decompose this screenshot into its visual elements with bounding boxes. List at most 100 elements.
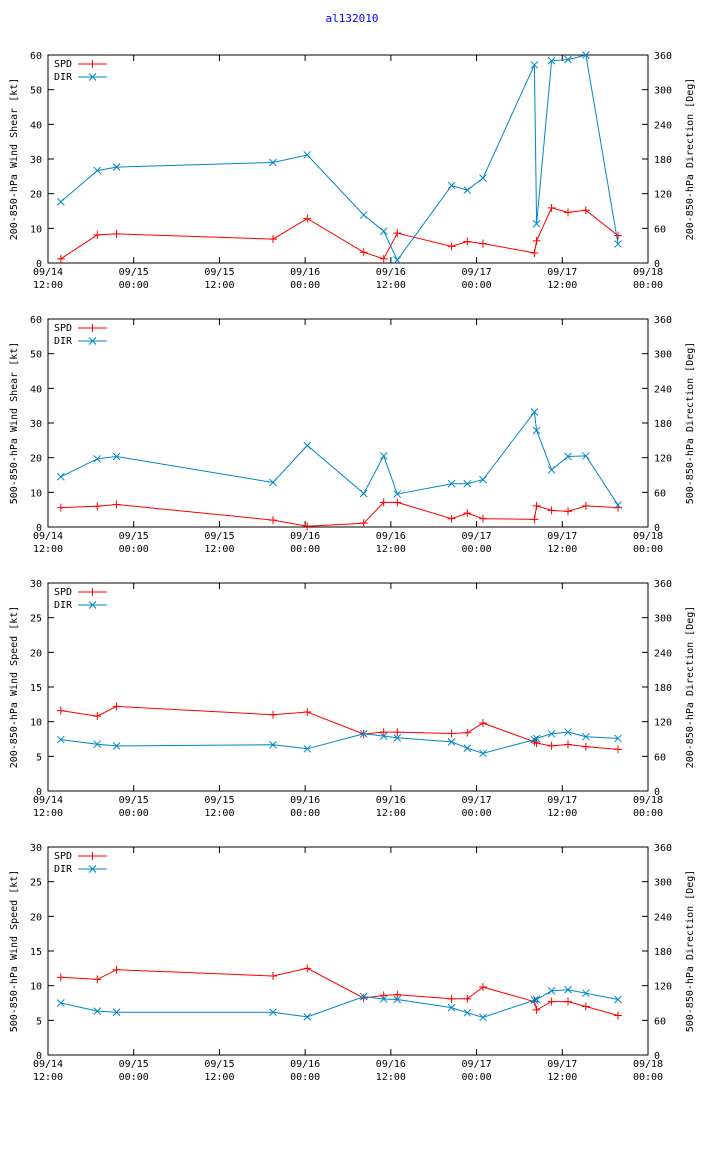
y2-tick-label: 0 (654, 523, 660, 534)
x-tick-label-time: 00:00 (119, 1072, 149, 1083)
data-point-spd (56, 706, 65, 715)
x-tick-label-time: 00:00 (290, 1072, 320, 1083)
data-point-dir (479, 475, 487, 484)
data-point-spd (56, 254, 65, 263)
legend-marker-spd (88, 852, 97, 860)
y2-tick-label: 0 (654, 259, 660, 270)
series-line-spd (60, 967, 619, 1016)
y2-tick-label: 240 (654, 648, 672, 659)
x-tick-label-date: 09/17 (547, 795, 577, 806)
data-point-dir (530, 408, 539, 416)
legend-marker-spd (88, 588, 97, 596)
x-tick-label-time: 12:00 (204, 280, 234, 291)
y-tick-label: 0 (36, 787, 42, 798)
y2-tick-label: 60 (654, 224, 666, 235)
data-point-dir (393, 256, 402, 264)
y2-axis-label: 200-850-hPa Direction [Deg] (685, 78, 696, 241)
data-point-spd (56, 973, 65, 982)
data-point-dir (447, 479, 456, 488)
x-tick-label-time: 00:00 (462, 544, 492, 555)
x-tick-label-time: 12:00 (204, 1072, 234, 1083)
data-point-dir (303, 1013, 312, 1021)
data-point-dir (303, 151, 312, 159)
plot-frame (47, 54, 649, 264)
data-point-spd (93, 230, 102, 239)
data-point-spd (479, 514, 487, 523)
data-point-dir (479, 174, 487, 182)
data-point-spd (447, 514, 456, 523)
data-point-dir (463, 186, 472, 195)
data-point-spd (393, 990, 402, 999)
x-tick-label-date: 09/18 (633, 1059, 663, 1070)
y-tick-label: 60 (30, 315, 42, 326)
data-point-spd (479, 239, 487, 248)
x-tick-label-time: 12:00 (376, 544, 406, 555)
x-tick-label-date: 09/17 (547, 531, 577, 542)
data-point-spd (564, 740, 572, 749)
data-point-dir (614, 501, 622, 509)
x-tick-label-time: 00:00 (119, 808, 149, 819)
data-point-spd (393, 229, 402, 238)
data-point-dir (359, 729, 368, 738)
data-point-dir (57, 999, 65, 1007)
y2-tick-label: 300 (654, 878, 672, 889)
x-tick-label-time: 12:00 (547, 280, 577, 291)
legend-marker-dir (88, 337, 97, 345)
data-point-dir (582, 452, 590, 460)
y-tick-label: 50 (30, 350, 42, 361)
data-point-dir (463, 479, 472, 488)
data-point-spd (303, 522, 312, 531)
x-tick-label-date: 09/15 (119, 1059, 149, 1070)
data-point-dir (379, 452, 388, 460)
x-tick-label-date: 09/16 (376, 531, 406, 542)
data-point-spd (269, 516, 277, 525)
data-point-dir (112, 742, 121, 750)
y-tick-label: 10 (30, 982, 42, 993)
data-point-dir (269, 740, 277, 749)
data-point-dir (112, 163, 121, 171)
data-point-dir (303, 441, 312, 450)
data-point-spd (614, 745, 622, 754)
x-tick-label-time: 00:00 (633, 1072, 663, 1083)
series-dir (57, 728, 622, 758)
series-line-dir (60, 54, 619, 262)
data-point-spd (479, 983, 487, 992)
data-point-dir (582, 51, 590, 59)
x-tick-label-date: 09/16 (290, 1059, 320, 1070)
data-point-spd (93, 712, 102, 721)
x-tick-label-time: 12:00 (33, 280, 63, 291)
data-point-spd (547, 203, 556, 212)
y2-tick-label: 240 (654, 120, 672, 131)
data-point-dir (393, 733, 402, 742)
data-point-dir (93, 166, 102, 175)
data-point-dir (547, 729, 556, 738)
x-tick-label-date: 09/16 (376, 1059, 406, 1070)
data-point-dir (303, 744, 312, 753)
x-tick-label-time: 00:00 (633, 808, 663, 819)
data-point-spd (379, 728, 388, 737)
series-spd (56, 203, 622, 263)
data-point-spd (393, 728, 402, 737)
data-point-spd (547, 741, 556, 750)
y2-tick-label: 300 (654, 86, 672, 97)
x-tick-label-time: 00:00 (462, 280, 492, 291)
page-title: al132010 (325, 12, 379, 25)
data-point-dir (530, 996, 539, 1004)
data-point-spd (447, 242, 456, 251)
x-tick-label-time: 12:00 (33, 808, 63, 819)
x-tick-label-time: 00:00 (290, 808, 320, 819)
x-tick-label-time: 12:00 (376, 808, 406, 819)
y-tick-label: 40 (30, 384, 42, 395)
x-tick-label-time: 12:00 (547, 808, 577, 819)
data-point-spd (112, 500, 121, 509)
data-point-spd (269, 235, 277, 244)
x-tick-label-time: 12:00 (204, 544, 234, 555)
data-point-dir (614, 995, 622, 1004)
data-point-spd (112, 229, 121, 238)
data-point-spd (303, 964, 312, 973)
data-point-dir (582, 989, 590, 998)
y2-tick-label: 300 (654, 614, 672, 625)
plot-frame (47, 582, 649, 792)
x-tick-label-date: 09/17 (462, 1059, 492, 1070)
y-tick-label: 10 (30, 718, 42, 729)
